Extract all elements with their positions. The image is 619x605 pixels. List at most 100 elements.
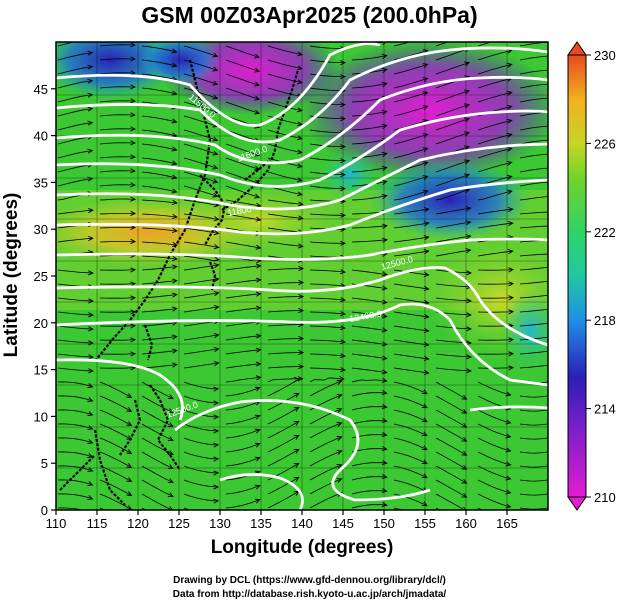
streamline-arrowhead: [87, 425, 94, 430]
streamline-arrowhead: [461, 408, 468, 414]
streamline-arrowhead: [381, 460, 388, 466]
streamline: [99, 297, 136, 299]
streamline: [477, 479, 511, 494]
streamline-arrowhead: [87, 495, 94, 500]
streamline: [225, 129, 260, 142]
streamline: [309, 269, 345, 273]
streamline: [141, 395, 174, 413]
streamline: [141, 364, 177, 369]
streamline: [141, 336, 177, 341]
streamline-arrowhead: [213, 484, 220, 490]
streamline-arrowhead: [506, 118, 513, 124]
streamline-arrowhead: [340, 367, 346, 373]
streamline-arrowhead: [212, 80, 219, 86]
streamline: [57, 164, 93, 173]
streamline: [393, 190, 428, 201]
streamline: [435, 118, 470, 131]
streamline-arrowhead: [423, 271, 430, 278]
streamline-arrowhead: [212, 192, 219, 198]
streamline: [393, 311, 429, 318]
streamline-arrowhead: [296, 121, 303, 127]
x-tick-label: 140: [291, 516, 313, 531]
streamline: [477, 269, 514, 271]
streamline-arrowhead: [87, 92, 94, 98]
streamline-arrowhead: [550, 478, 555, 482]
x-tick-label: 120: [127, 516, 149, 531]
streamline-arrowhead: [130, 168, 136, 174]
streamline-arrowhead: [171, 90, 178, 96]
streamline: [477, 134, 512, 145]
streamline-arrowhead: [213, 498, 220, 504]
streamline-arrowhead: [213, 400, 220, 406]
streamline-arrowhead: [464, 145, 471, 151]
streamline-arrowhead: [336, 449, 343, 455]
streamline-arrowhead: [508, 309, 515, 315]
streamline-arrowhead: [213, 442, 220, 448]
streamline: [309, 367, 345, 371]
streamline-arrowhead: [87, 120, 94, 126]
streamline-arrowhead: [87, 37, 92, 41]
streamline: [183, 101, 218, 113]
streamline-arrowhead: [423, 327, 430, 334]
streamline-arrowhead: [213, 386, 220, 392]
streamline-arrowhead: [297, 243, 304, 249]
streamline-arrowhead: [340, 325, 346, 331]
credit-line-2: Data from http://database.rish.kyoto-u.a…: [172, 589, 447, 600]
streamline: [519, 280, 548, 285]
streamline-arrowhead: [171, 334, 178, 340]
streamline: [267, 310, 303, 313]
streamline: [309, 478, 342, 495]
streamline-arrowhead: [550, 464, 555, 468]
streamline-arrowhead: [88, 270, 94, 276]
streamline-arrowhead: [336, 379, 343, 385]
streamline: [267, 143, 302, 153]
streamline-arrowhead: [340, 353, 346, 359]
streamline-arrowhead: [298, 265, 305, 272]
streamline: [309, 353, 345, 357]
streamline: [57, 94, 93, 103]
streamline-arrowhead: [255, 216, 262, 222]
streamline: [267, 366, 303, 369]
streamline: [477, 381, 511, 396]
streamline: [183, 306, 219, 313]
streamline: [141, 451, 174, 469]
streamline-arrowhead: [550, 422, 555, 426]
streamline: [351, 367, 387, 373]
streamline-arrowhead: [421, 389, 428, 395]
x-tick-label: 130: [209, 516, 231, 531]
streamline: [351, 462, 387, 467]
streamline: [57, 395, 93, 402]
streamline: [225, 73, 260, 86]
streamline-arrowhead: [550, 349, 555, 353]
streamline: [351, 353, 387, 359]
streamline-arrowhead: [340, 186, 346, 192]
streamline-arrowhead: [461, 394, 468, 400]
streamline: [393, 423, 428, 436]
streamline-arrowhead: [381, 151, 388, 157]
streamline: [141, 59, 177, 67]
streamline: [57, 409, 93, 416]
streamline: [57, 437, 93, 444]
streamline-arrowhead: [212, 52, 219, 58]
x-tick-label: 160: [455, 516, 477, 531]
streamline: [351, 476, 387, 481]
streamline: [393, 269, 429, 276]
height-contours: [56, 42, 548, 510]
streamline-arrowhead: [421, 459, 428, 465]
streamline-arrowhead: [88, 235, 94, 242]
colorbar-tick-label: 226: [594, 136, 616, 151]
streamline-arrowhead: [550, 450, 555, 454]
streamline-arrowhead: [506, 62, 513, 68]
streamline: [309, 377, 344, 383]
streamline: [435, 207, 471, 215]
streamline: [141, 73, 177, 81]
streamline-arrowhead: [381, 390, 388, 396]
streamline-arrowhead: [507, 35, 512, 39]
streamline-arrowhead: [463, 506, 467, 510]
streamline-arrowhead: [508, 281, 515, 287]
streamline: [519, 153, 548, 159]
streamline: [435, 451, 467, 470]
streamline: [519, 336, 548, 341]
colorbar-tick-label: 210: [594, 490, 616, 505]
streamline-arrowhead: [212, 150, 219, 156]
